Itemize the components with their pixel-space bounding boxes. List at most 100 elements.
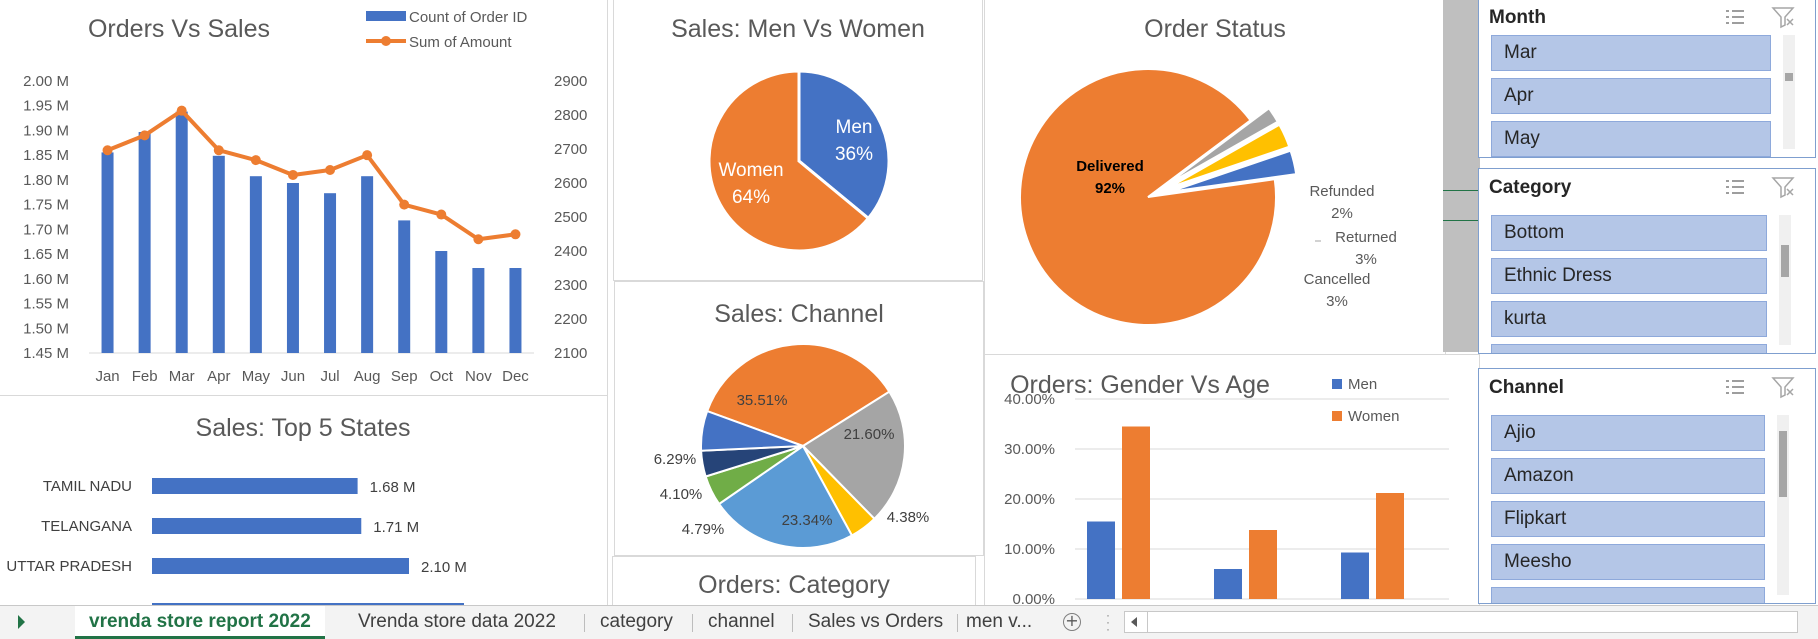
add-sheet-icon[interactable]: + [1063,613,1081,631]
tab-divider [584,614,585,632]
order-status-chart[interactable]: Order Status Delivered 92% Refunded 2% Retur… [984,0,1446,355]
pie-label: Returned [1335,229,1397,246]
scrollbar-thumb[interactable] [1785,73,1793,81]
category-label: TELANGANA [41,518,132,535]
scroll-divider [1147,612,1148,632]
tab-sales-vs-orders[interactable]: Sales vs Orders [808,611,944,632]
y-tick-label: 40.00% [1004,391,1055,408]
category-slicer[interactable]: Category Bottom Ethnic Dress kurta [1478,168,1816,354]
bar-state-sales [152,603,464,605]
x-tick-label: Jun [281,368,305,385]
line-marker [362,150,373,161]
tab-divider [957,614,958,632]
y-tick-label: 2.00 M [23,73,69,90]
tab-vrenda-store-report[interactable]: vrenda store report 2022 [75,606,325,639]
clear-filter-icon[interactable] [1771,7,1795,29]
scroll-left-icon[interactable] [1131,617,1137,627]
clear-filter-icon[interactable] [1771,177,1795,199]
slicer-scrollbar[interactable] [1779,215,1791,345]
line-marker [473,234,484,245]
slicer-item[interactable]: Meesho [1491,544,1765,580]
y2-tick-label: 2600 [554,175,587,192]
slicer-item[interactable]: Apr [1491,78,1771,114]
bar-state-sales [152,558,409,574]
y-tick-label: 1.85 M [23,147,69,164]
bar-state-sales [152,518,362,534]
bar-order-count [324,193,337,353]
multi-select-icon[interactable] [1726,380,1744,394]
tab-split-handle-icon[interactable]: · · · [1106,608,1110,636]
tab-category[interactable]: category [600,611,673,632]
slicer-item[interactable]: Ajio [1491,415,1765,451]
data-label: 1.71 M [373,519,419,536]
slicer-controls [1723,175,1803,204]
pie-slice-refunded [1165,106,1280,186]
channel-chart[interactable]: Sales: Channel 35.51% 21.60% 4.38% 23.34% 4.… [614,281,984,556]
y-tick-label: 0.00% [1012,591,1055,605]
slicer-scrollbar[interactable] [1783,35,1795,149]
channel-plot: 35.51% 21.60% 4.38% 23.34% 4.79% 4.10% 6.29% [654,343,929,549]
channel-slicer[interactable]: Channel Ajio Amazon Flipkart Meesho [1478,368,1816,604]
slicer-item[interactable] [1491,587,1765,603]
x-tick-label: Jul [320,368,339,385]
slicer-item[interactable]: Bottom [1491,215,1767,251]
x-tick-label: Aug [354,368,381,385]
scroll-tabs-right-icon[interactable] [18,615,25,629]
tab-men-vs[interactable]: men v... [966,611,1033,632]
category-label: UTTAR PRADESH [6,558,132,575]
horizontal-scrollbar[interactable] [1124,611,1798,633]
men-vs-women-chart[interactable]: Sales: Men Vs Women Men 36% Women 64% [613,0,983,281]
slicer-item[interactable]: Amazon [1491,458,1765,494]
slicer-item[interactable]: Mar [1491,35,1771,71]
legend-label: Count of Order ID [409,9,528,26]
pie-slice-channel [801,390,906,521]
sheet-background-band [1443,0,1480,352]
multi-select-icon[interactable] [1723,5,1747,29]
top-states-chart[interactable]: Sales: Top 5 States TAMIL NADU 1.68 M TELA… [0,395,608,605]
pie-label: 36% [835,144,873,165]
pie-slice-channel [705,343,891,448]
tab-divider [692,614,693,632]
slicer-item[interactable]: Flipkart [1491,501,1765,537]
scrollbar-thumb[interactable] [1779,431,1787,497]
y-tick-label: 1.65 M [23,246,69,263]
bar-order-count [286,183,299,353]
legend-marker [381,36,391,46]
y2-tick-label: 2500 [554,209,587,226]
tab-vrenda-store-data[interactable]: Vrenda store data 2022 [358,611,556,632]
orders-vs-sales-chart[interactable]: Orders Vs Sales 2.00 M 1.95 M 1.90 M 1.85 M… [0,0,608,396]
line-marker [176,105,187,116]
line-marker [287,169,298,180]
x-tick-label: Feb [132,368,158,385]
top-states-plot: TAMIL NADU 1.68 M TELANGANA 1.71 M UTTAR PRA… [6,478,467,605]
data-label: 1.68 M [370,479,416,496]
bar-order-count [138,132,151,353]
y2-tick-label: 2900 [554,73,587,90]
line-marker [399,199,410,210]
y-tick-label: 1.95 M [23,98,69,115]
chart-title: Sales: Men Vs Women [671,15,925,43]
gender-age-chart[interactable]: Orders: Gender Vs Age 40.00% 30.00% 20.00%… [984,354,1480,605]
x-tick-label: Dec [502,368,529,385]
x-tick-label: Sep [391,368,418,385]
bar-men [1214,569,1242,599]
chart-title: Sales: Channel [714,300,884,328]
slicer-item[interactable]: kurta [1491,301,1767,337]
slicer-item[interactable]: May [1491,121,1771,157]
month-slicer[interactable]: Month Mar Apr May [1478,0,1816,158]
x-tick-label: Mar [169,368,195,385]
slicer-scrollbar[interactable] [1777,415,1789,595]
sheet-tab-bar: vrenda store report 2022 Vrenda store da… [0,605,1818,639]
tab-channel[interactable]: channel [708,611,775,632]
scrollbar-thumb[interactable] [1781,245,1789,277]
category-chart[interactable]: Orders: Category [612,556,976,605]
slicer-item[interactable] [1491,344,1767,353]
bar-order-count [398,220,411,353]
slicer-item[interactable]: Ethnic Dress [1491,258,1767,294]
clear-filter-icon[interactable] [1771,377,1795,399]
y2-tick-label: 2400 [554,243,587,260]
pie-label: 35.51% [737,392,788,409]
multi-select-icon[interactable] [1726,180,1744,194]
line-marker [213,145,224,156]
bar-order-count [361,176,374,353]
